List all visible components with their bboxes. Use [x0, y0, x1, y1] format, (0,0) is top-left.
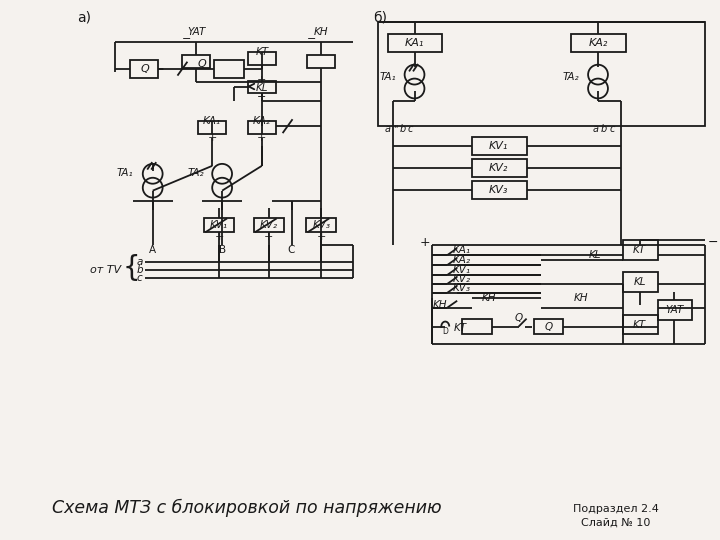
Text: +: + — [420, 236, 431, 249]
Text: KV₃: KV₃ — [489, 185, 508, 194]
Text: +: + — [207, 133, 217, 143]
Text: KV₁: KV₁ — [453, 265, 471, 275]
Text: KA₁: KA₁ — [203, 116, 221, 126]
Text: c: c — [137, 273, 143, 283]
Text: B: B — [219, 245, 225, 255]
Bar — [472, 137, 526, 155]
Bar — [254, 218, 284, 232]
Text: от TV: от TV — [90, 265, 122, 275]
Text: a: a — [593, 124, 599, 134]
Text: −: − — [257, 92, 266, 103]
Text: A: A — [149, 245, 156, 255]
Text: c: c — [408, 124, 413, 134]
Text: −: − — [181, 34, 191, 44]
Text: KA₂: KA₂ — [588, 38, 608, 48]
Bar — [130, 60, 158, 78]
Text: YAT: YAT — [187, 27, 205, 37]
Text: Q: Q — [515, 313, 523, 322]
Text: KL: KL — [634, 277, 646, 287]
Bar — [472, 159, 526, 177]
Text: b: b — [600, 124, 607, 134]
Bar — [204, 218, 234, 232]
Text: KA₁: KA₁ — [453, 245, 471, 255]
Bar — [623, 272, 657, 292]
Text: Q: Q — [544, 321, 552, 332]
Text: KV₁: KV₁ — [489, 141, 508, 151]
Text: −: − — [708, 236, 719, 249]
Bar — [248, 52, 276, 65]
Bar — [307, 55, 336, 68]
Bar — [571, 34, 626, 52]
Text: TA₂: TA₂ — [188, 168, 204, 178]
Text: TA₁: TA₁ — [116, 168, 133, 178]
Text: KH: KH — [314, 27, 328, 37]
Text: +: + — [317, 232, 326, 242]
Text: Q: Q — [197, 59, 206, 69]
Bar — [248, 80, 276, 93]
Text: KL: KL — [588, 250, 601, 260]
Text: KV₁: KV₁ — [210, 220, 228, 231]
Text: KA₂: KA₂ — [253, 116, 271, 126]
Text: c: c — [609, 124, 615, 134]
Bar — [214, 60, 244, 78]
Text: Схема МТЗ с блокировкой по напряжению: Схема МТЗ с блокировкой по напряжению — [52, 499, 442, 517]
Bar — [472, 181, 526, 199]
Bar — [657, 300, 692, 320]
Text: a: a — [137, 257, 143, 267]
Text: KH: KH — [574, 293, 588, 303]
Text: C: C — [288, 245, 295, 255]
Text: YAT: YAT — [665, 305, 683, 315]
Text: Q: Q — [140, 64, 149, 73]
Text: a: a — [384, 124, 391, 134]
Text: KV₂: KV₂ — [260, 220, 278, 231]
Text: KL: KL — [256, 83, 268, 92]
Text: ": " — [393, 124, 398, 134]
Text: +: + — [215, 232, 224, 242]
Text: {: { — [123, 254, 140, 282]
Text: Подраздел 2.4
Слайд № 10: Подраздел 2.4 Слайд № 10 — [573, 504, 659, 528]
Bar — [623, 315, 657, 334]
Text: KT: KT — [454, 322, 467, 333]
Text: KA₂: KA₂ — [453, 255, 471, 265]
Text: а): а) — [77, 10, 91, 24]
Text: +: + — [257, 75, 266, 85]
Text: KT: KT — [633, 245, 647, 255]
Text: KH: KH — [433, 300, 447, 310]
Text: KT: KT — [255, 47, 269, 57]
Text: KH: KH — [482, 293, 496, 303]
Bar — [248, 121, 276, 134]
Text: −: − — [307, 34, 316, 44]
Bar — [388, 34, 442, 52]
Text: TA₁: TA₁ — [379, 72, 396, 82]
Bar — [534, 319, 563, 334]
Text: KV₂: KV₂ — [453, 274, 471, 284]
Text: TA₂: TA₂ — [562, 72, 579, 82]
Text: KV₃: KV₃ — [453, 283, 471, 293]
Text: KV₂: KV₂ — [489, 163, 508, 173]
Text: б): б) — [373, 10, 387, 24]
Bar — [623, 240, 657, 260]
Text: b: b — [137, 265, 143, 275]
Bar — [198, 121, 226, 134]
Text: KV₃: KV₃ — [312, 220, 330, 231]
Text: KA₁: KA₁ — [405, 38, 424, 48]
Text: +: + — [264, 232, 274, 242]
Bar — [462, 319, 492, 334]
Text: b: b — [400, 124, 406, 134]
Bar — [307, 218, 336, 232]
Bar — [378, 22, 705, 126]
Text: D: D — [442, 327, 449, 336]
Text: +: + — [257, 133, 266, 143]
Text: KT: KT — [633, 320, 647, 329]
Bar — [182, 55, 210, 68]
